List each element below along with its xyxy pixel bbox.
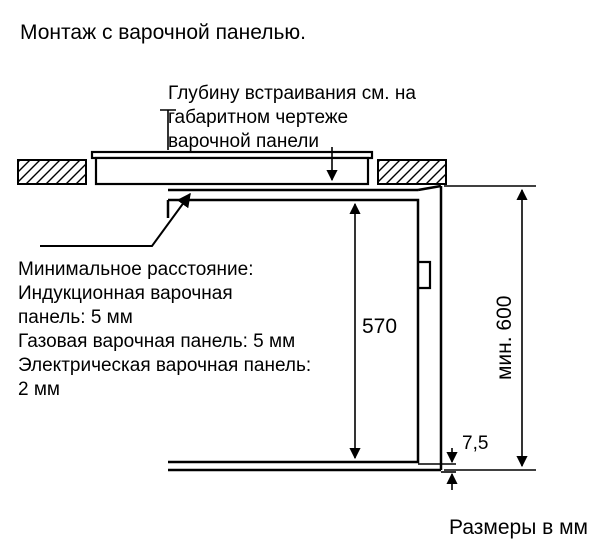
min-dist-heading: Минимальное расстояние: [18,258,254,282]
dim-min600 [444,186,536,470]
note-depth-line3: варочной панели [168,130,319,154]
dim-min600-label: мин. 600 [492,296,518,380]
hob-slab [92,152,372,184]
dim-570-label: 570 [362,314,397,340]
dim-7-5-label: 7,5 [462,432,488,456]
min-dist-l6: 2 мм [18,378,60,402]
min-dist-l5: Электрическая варочная панель: [18,354,311,378]
title: Монтаж с варочной панелью. [20,20,306,46]
min-dist-l2: Индукционная варочная [18,282,233,306]
note-depth-line1: Глубину встраивания см. на [168,82,416,106]
note-depth-line2: габаритном чертеже [168,106,348,130]
oven-outline [168,186,441,470]
min-dist-l4: Газовая варочная панель: 5 мм [18,330,295,354]
min-dist-l3: панель: 5 мм [18,306,133,330]
footer-units: Размеры в мм [449,515,588,541]
